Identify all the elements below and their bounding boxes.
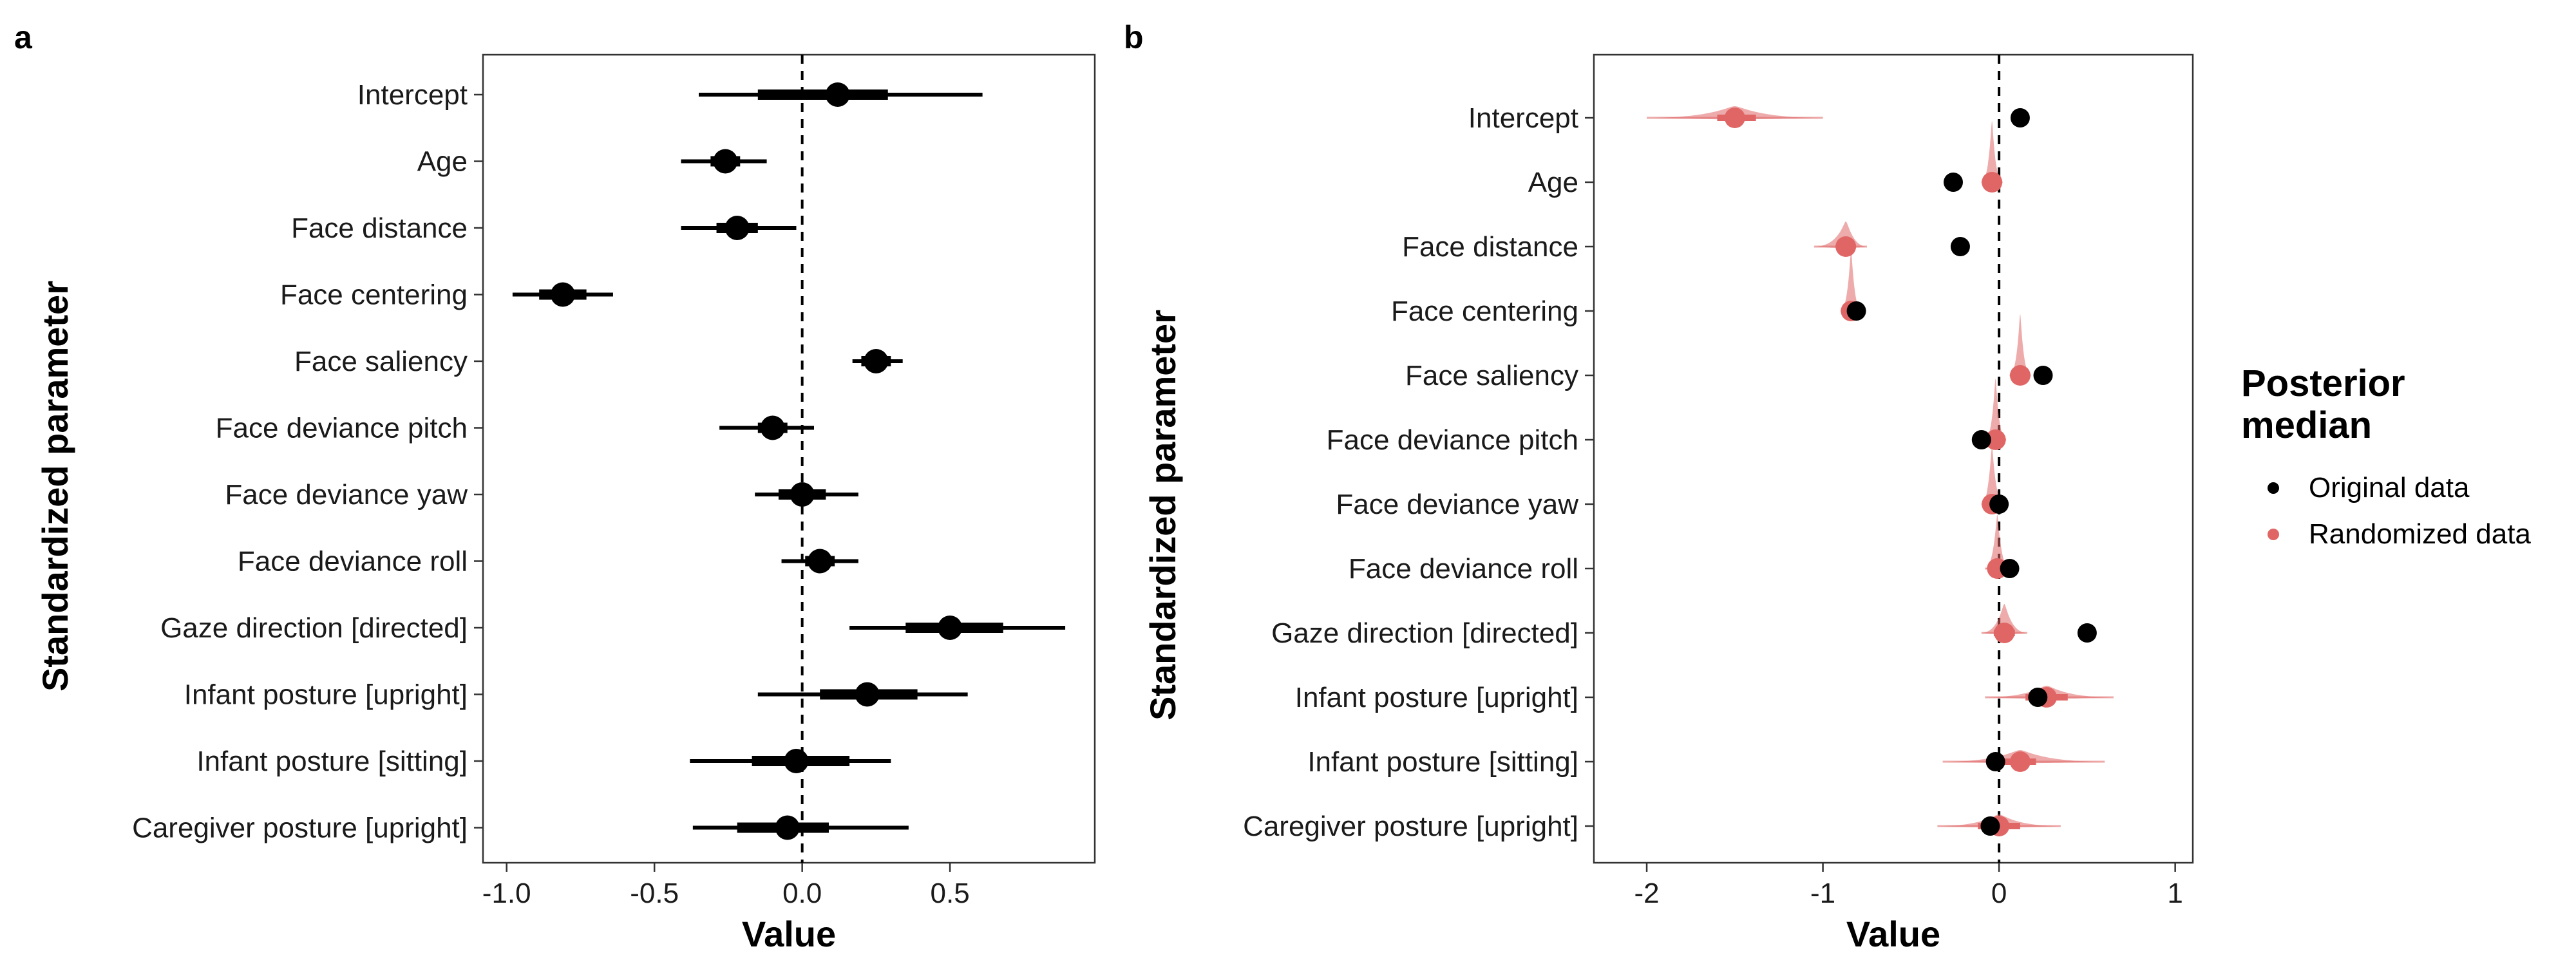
y-tick-label-face-saliency: Face saliency [294,346,468,377]
randomized-density-face-deviance-pitch [1985,379,2007,442]
randomized-density-face-deviance-roll [1985,514,2010,570]
legend-swatch-randomized [2268,529,2279,540]
y-tick-label-face-centering: Face centering [1391,296,1578,327]
panel-a-y-axis: Intercept Age Face distance Face centering F… [132,79,483,844]
median-point-face-distance [724,216,750,240]
original-median-point-gaze-direction-directed [2077,623,2097,643]
y-tick-label-gaze-direction-directed: Gaze direction [directed] [1271,617,1578,649]
panel-b: b Standardized parameter Intercept Age Fac… [1124,19,2531,954]
y-tick-label-age: Age [417,146,468,178]
randomized-density-face-saliency [2009,314,2031,377]
y-tick-label-intercept: Intercept [1468,102,1578,134]
randomized-density-gaze-direction-directed [1981,604,2027,635]
panel-b-plot-border [1593,53,2194,864]
randomized-median-point-intercept [1724,108,1745,128]
median-point-face-saliency [864,349,889,373]
original-median-point-age [1944,173,1963,192]
panel-a-plot-border [482,53,1096,864]
median-point-caregiver-posture-upright [775,815,800,840]
median-point-gaze-direction-directed [938,616,963,640]
y-tick-label-caregiver-posture-upright: Caregiver posture [upright] [132,813,468,844]
median-point-age [713,149,738,174]
y-tick-label-infant-posture-upright: Infant posture [upright] [184,679,468,711]
panel-a: a Standardized parameter Intercept Age Fac… [14,19,1096,954]
legend: Posterior median Original data Randomize… [2241,362,2531,550]
median-point-face-deviance-yaw [790,482,815,507]
x-tick-label-2: 0.0 [782,878,822,909]
randomized-density-face-deviance-yaw [1981,446,2005,506]
x-tick-label-1: -1 [1810,878,1835,909]
panel-b-x-axis: -2 -1 0 1 [1634,863,2183,909]
original-median-point-face-saliency [2033,366,2053,385]
x-tick-label-1: -0.5 [630,878,679,909]
original-median-point-face-deviance-yaw [1989,494,2009,514]
y-tick-label-infant-posture-sitting: Infant posture [sitting] [1307,746,1578,778]
randomized-median-point-face-saliency [2009,365,2031,386]
legend-title-line-1: Posterior [2241,362,2405,404]
x-tick-label-3: 1 [2167,878,2183,909]
y-tick-label-intercept: Intercept [357,79,468,111]
x-tick-label-0: -1.0 [482,878,531,909]
median-point-intercept [825,82,850,107]
panel-b-marks [1647,106,2114,836]
x-tick-label-2: 0 [1991,878,2007,909]
original-median-point-face-deviance-pitch [1971,430,1991,449]
randomized-median-point-gaze-direction-directed [1994,623,2015,643]
panel-b-y-axis-title: Standardized parameter [1142,310,1183,720]
original-median-point-face-deviance-roll [2000,559,2020,578]
y-tick-label-face-deviance-roll: Face deviance roll [1349,553,1578,585]
randomized-density-age [1981,121,2003,184]
original-median-point-face-distance [1950,237,1970,256]
legend-label-original: Original data [2309,472,2470,503]
original-median-point-face-centering [1846,301,1866,321]
randomized-median-point-face-deviance-pitch [1985,429,2006,450]
y-tick-label-face-deviance-yaw: Face deviance yaw [1336,489,1578,520]
y-tick-label-face-saliency: Face saliency [1405,360,1578,391]
panel-a-x-axis-title: Value [742,914,836,954]
legend-swatch-original [2268,482,2279,494]
legend-title-line-2: median [2241,404,2372,446]
randomized-density-face-centering [1840,250,1862,313]
median-point-infant-posture-upright [855,682,880,707]
panel-b-label: b [1124,19,1144,55]
x-tick-label-3: 0.5 [931,878,970,909]
panel-a-marks [512,82,1066,840]
randomized-median-point-infant-posture-sitting [2009,751,2031,772]
original-median-point-intercept [2010,108,2030,127]
median-point-infant-posture-sitting [784,749,809,773]
y-tick-label-infant-posture-upright: Infant posture [upright] [1295,682,1578,713]
panel-b-x-axis-title: Value [1846,914,1940,954]
randomized-median-point-age [1982,172,2003,193]
median-point-face-centering [550,282,575,307]
panel-a-y-axis-title: Standardized parameter [35,281,75,691]
y-tick-label-face-deviance-yaw: Face deviance yaw [225,479,468,511]
y-tick-label-face-centering: Face centering [280,279,468,311]
y-tick-label-face-deviance-pitch: Face deviance pitch [1327,424,1578,456]
y-tick-label-face-deviance-roll: Face deviance roll [238,546,468,578]
y-tick-label-age: Age [1528,167,1578,198]
original-median-point-infant-posture-sitting [1985,752,2005,771]
y-tick-label-caregiver-posture-upright: Caregiver posture [upright] [1243,811,1578,842]
panel-a-label: a [14,19,33,55]
y-tick-label-gaze-direction-directed: Gaze direction [directed] [160,612,468,644]
y-tick-label-face-distance: Face distance [1402,231,1578,263]
y-tick-label-face-distance: Face distance [291,212,468,244]
panel-a-x-axis: -1.0 -0.5 0.0 0.5 [482,863,970,909]
randomized-median-point-face-distance [1835,236,1857,257]
panel-b-y-axis: Intercept Age Face distance Face centering F… [1243,102,1594,842]
legend-label-randomized: Randomized data [2309,518,2531,550]
original-median-point-caregiver-posture-upright [1980,816,2000,836]
median-point-face-deviance-pitch [760,415,785,440]
y-tick-label-face-deviance-pitch: Face deviance pitch [216,413,468,444]
x-tick-label-0: -2 [1634,878,1659,909]
median-point-face-deviance-roll [808,549,833,574]
y-tick-label-infant-posture-sitting: Infant posture [sitting] [196,746,468,777]
original-median-point-infant-posture-upright [2028,688,2048,707]
